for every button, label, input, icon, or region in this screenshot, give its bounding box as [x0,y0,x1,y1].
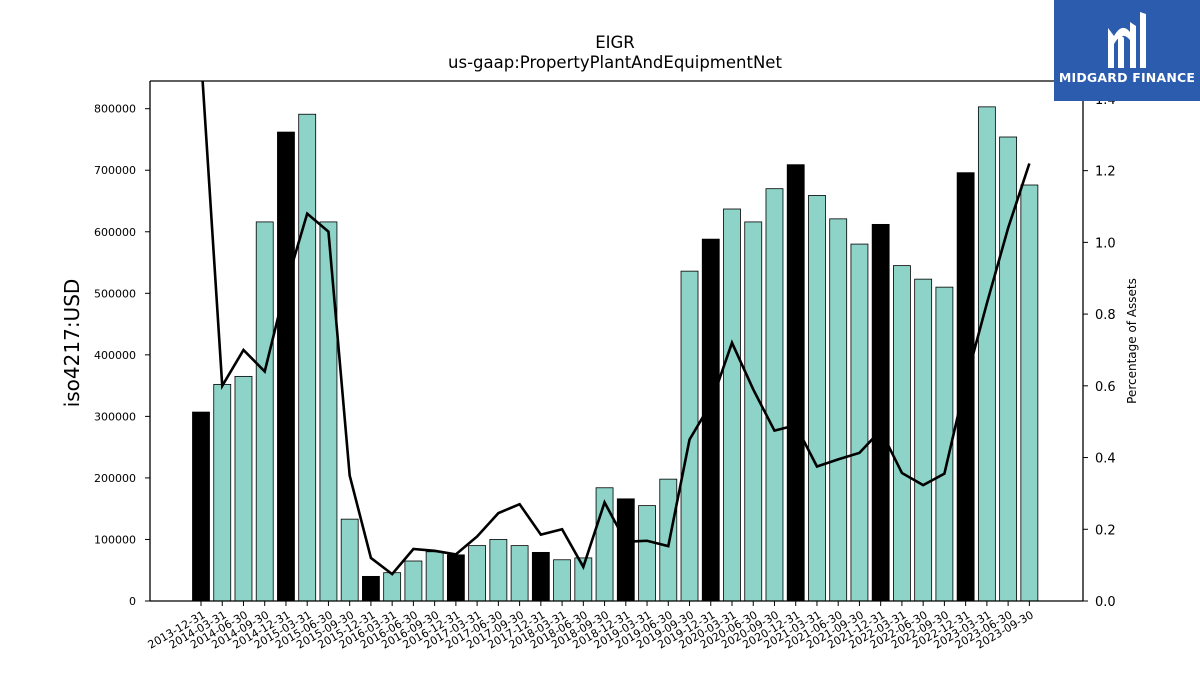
y-tick-label: 700000 [94,164,136,177]
bar-2019-12-31 [701,238,720,602]
logo-text: MIDGARD FINANCE [1058,70,1196,85]
bar-2019-09-30 [680,270,699,602]
bar-2016-06-30 [404,560,423,602]
y-axis-label: iso4217:USD [60,279,84,408]
tick-layer: 0 100000 200000 300000 400000 500000 600000 700… [94,93,1116,652]
y2-tick-label: 1.0 [1095,236,1116,251]
bar-2017-12-31 [531,551,550,602]
bar-2015-09-30 [340,518,359,602]
bar-2018-12-31 [616,498,635,602]
y2-tick-label: 0.0 [1095,595,1116,610]
bar-2023-03-31 [977,106,996,602]
axes [149,80,1084,602]
bar-2016-09-30 [425,551,444,602]
y-tick-label: 200000 [94,472,136,485]
y2-tick-label: 1.2 [1095,165,1116,180]
bar-2021-12-31 [871,223,890,602]
y-tick-label: 300000 [94,410,136,423]
bar-layer [192,106,1039,602]
bar-2019-03-31 [638,505,656,602]
y-tick-label: 600000 [94,226,136,239]
bar-2015-03-31 [298,113,317,602]
bar-2017-09-30 [510,545,529,602]
y-tick-label: 0 [129,595,136,608]
percentage-line [201,81,1031,576]
bar-2018-03-31 [553,559,571,602]
bar-2020-06-30 [744,221,763,602]
bar-2014-09-30 [255,221,274,602]
chart-subtitle: us-gaap:PropertyPlantAndEquipmentNet [448,53,782,72]
bar-2020-03-31 [723,208,741,602]
y-tick-label: 800000 [94,103,136,116]
bar-2016-03-31 [383,572,402,602]
bar-2014-03-31 [213,383,232,602]
bar-2017-06-30 [489,539,508,602]
bar-2023-09-30 [1020,184,1039,602]
bar-2017-03-31 [468,545,487,602]
bar-2021-06-30 [829,218,848,602]
bar-2021-03-31 [808,195,826,602]
y2-tick-label: 0.6 [1095,380,1116,395]
bar-2020-12-31 [786,164,805,602]
y2-tick-label: 0.8 [1095,308,1116,323]
midgard-finance-logo: MIDGARD FINANCE [1054,0,1200,101]
bar-2021-09-30 [850,243,869,602]
bar-2022-03-31 [893,265,911,602]
y-tick-label: 400000 [94,349,136,362]
bar-2015-12-31 [362,575,380,602]
chart-title: EIGR [595,33,635,52]
bar-2015-06-30 [319,221,338,602]
y2-axis-label: Percentage of Assets [1125,278,1139,404]
line-layer [201,81,1031,576]
bar-2013-12-31 [192,411,210,602]
bar-2016-12-31 [446,554,465,602]
y2-tick-label: 0.2 [1095,523,1116,538]
y-tick-label: 500000 [94,287,136,300]
y2-tick-label: 0.4 [1095,452,1116,467]
bar-2020-09-30 [765,188,784,602]
logo-mark-icon [1108,12,1146,68]
bar-2014-06-30 [234,375,253,602]
bar-2014-12-31 [277,131,295,602]
y-tick-label: 100000 [94,533,136,546]
bar-2022-06-30 [914,278,933,602]
